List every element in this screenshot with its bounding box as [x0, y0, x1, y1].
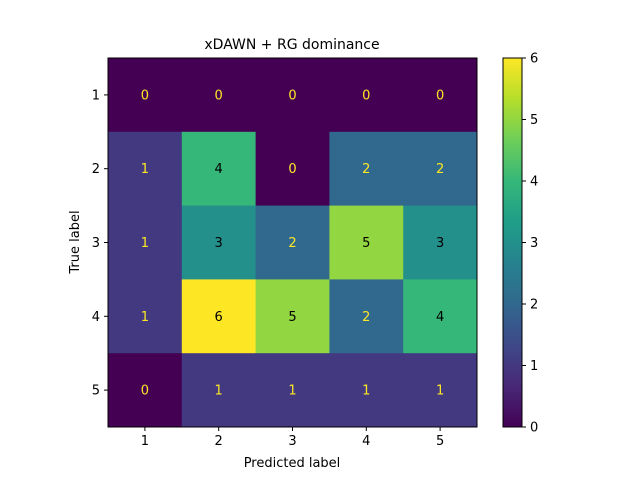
cell-value-label: 1 [436, 384, 444, 399]
heatmap-cell [255, 353, 330, 428]
heatmap-cell [403, 131, 478, 207]
heatmap-cell [403, 58, 478, 133]
cell-value-label: 1 [288, 384, 296, 399]
cell-value-label: 0 [215, 88, 223, 103]
cell-value-label: 0 [288, 88, 296, 103]
colorbar-tick-label: 3 [530, 236, 538, 251]
colorbar-tick-label: 0 [530, 421, 538, 436]
heatmap-cell [403, 353, 478, 428]
cell-value-label: 1 [141, 162, 149, 177]
heatmap-cell [181, 205, 257, 280]
cell-value-label: 4 [215, 162, 223, 177]
y-tick-label: 3 [92, 236, 100, 251]
y-axis-ticks: 1 2 3 4 5 [92, 88, 108, 399]
cell-value-label: 0 [288, 162, 296, 177]
cell-value-label: 0 [436, 88, 444, 103]
heatmap-cell [403, 279, 478, 354]
heatmap-cell [181, 353, 257, 428]
y-axis-label: True label [68, 210, 83, 274]
heatmap-cells: 0 0 0 0 0 1 4 0 2 2 1 3 2 5 3 1 6 5 2 4 0 1 1 1 1 [108, 58, 478, 428]
heatmap-cell [181, 279, 257, 354]
colorbar-tick-label: 4 [530, 175, 538, 190]
heatmap-cell [108, 131, 183, 207]
y-tick-label: 4 [92, 310, 100, 325]
cell-value-label: 6 [215, 310, 223, 325]
heatmap-cell [108, 353, 183, 428]
heatmap-cell [255, 205, 330, 280]
x-tick-label: 3 [288, 434, 296, 449]
colorbar-tick-label: 5 [530, 113, 538, 128]
cell-value-label: 0 [362, 88, 370, 103]
heatmap-cell [329, 353, 404, 428]
cell-value-label: 3 [436, 236, 444, 251]
x-axis-label: Predicted label [244, 456, 341, 471]
heatmap-cell [108, 205, 183, 280]
x-axis-ticks: 1 2 3 4 5 [141, 427, 444, 449]
heatmap-cell [108, 279, 183, 354]
colorbar-tick-label: 6 [530, 52, 538, 67]
cell-value-label: 1 [141, 310, 149, 325]
heatmap-cell [329, 205, 404, 280]
chart-title: xDAWN + RG dominance [204, 37, 379, 53]
heatmap-cell [255, 131, 330, 207]
y-tick-label: 2 [92, 162, 100, 177]
x-tick-label: 2 [215, 434, 223, 449]
cell-value-label: 2 [362, 310, 370, 325]
y-tick-label: 1 [92, 88, 100, 103]
cell-value-label: 2 [362, 162, 370, 177]
heatmap-cell [403, 205, 478, 280]
cell-value-label: 5 [288, 310, 296, 325]
heatmap-cell [255, 279, 330, 354]
x-tick-label: 5 [436, 434, 444, 449]
heatmap-cell [181, 58, 257, 133]
heatmap-cell [108, 58, 183, 133]
cell-value-label: 0 [141, 88, 149, 103]
heatmap-cell [329, 131, 404, 207]
heatmap-cell [181, 131, 257, 207]
colorbar-tick-label: 2 [530, 298, 538, 313]
heatmap-cell [255, 58, 330, 133]
x-tick-label: 4 [362, 434, 370, 449]
colorbar [502, 57, 523, 428]
cell-value-label: 1 [215, 384, 223, 399]
heatmap-cell [329, 58, 404, 133]
cell-value-label: 1 [362, 384, 370, 399]
cell-value-label: 5 [362, 236, 370, 251]
cell-value-label: 0 [141, 384, 149, 399]
cell-value-label: 1 [141, 236, 149, 251]
colorbar-tick-label: 1 [530, 359, 538, 374]
cell-value-label: 2 [436, 162, 444, 177]
cell-value-label: 2 [288, 236, 296, 251]
y-tick-label: 5 [92, 384, 100, 399]
cell-value-label: 4 [436, 310, 444, 325]
heatmap-cell [329, 279, 404, 354]
cell-value-label: 3 [215, 236, 223, 251]
colorbar-ticks: 0 1 2 3 4 5 6 [522, 52, 538, 436]
x-tick-label: 1 [141, 434, 149, 449]
